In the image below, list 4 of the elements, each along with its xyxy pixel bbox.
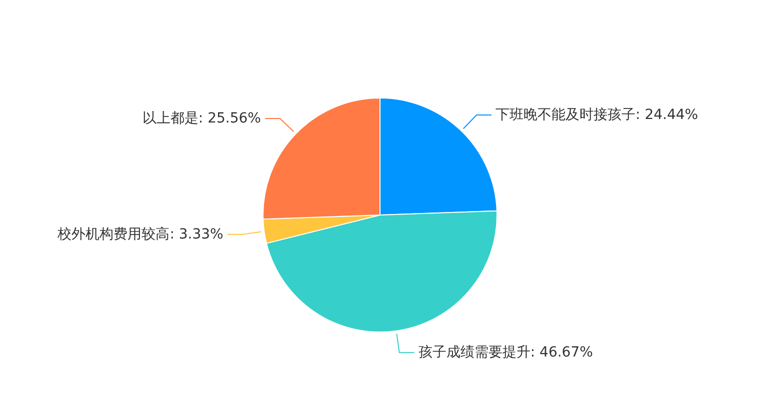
slice-label: 校外机构费用较高: 3.33% (56, 226, 224, 242)
slice-label: 孩子成绩需要提升: 46.67% (418, 344, 593, 361)
slice-label: 以上都是: 25.56% (142, 110, 261, 126)
slice-label: 下班晚不能及时接孩子: 24.44% (496, 107, 698, 123)
